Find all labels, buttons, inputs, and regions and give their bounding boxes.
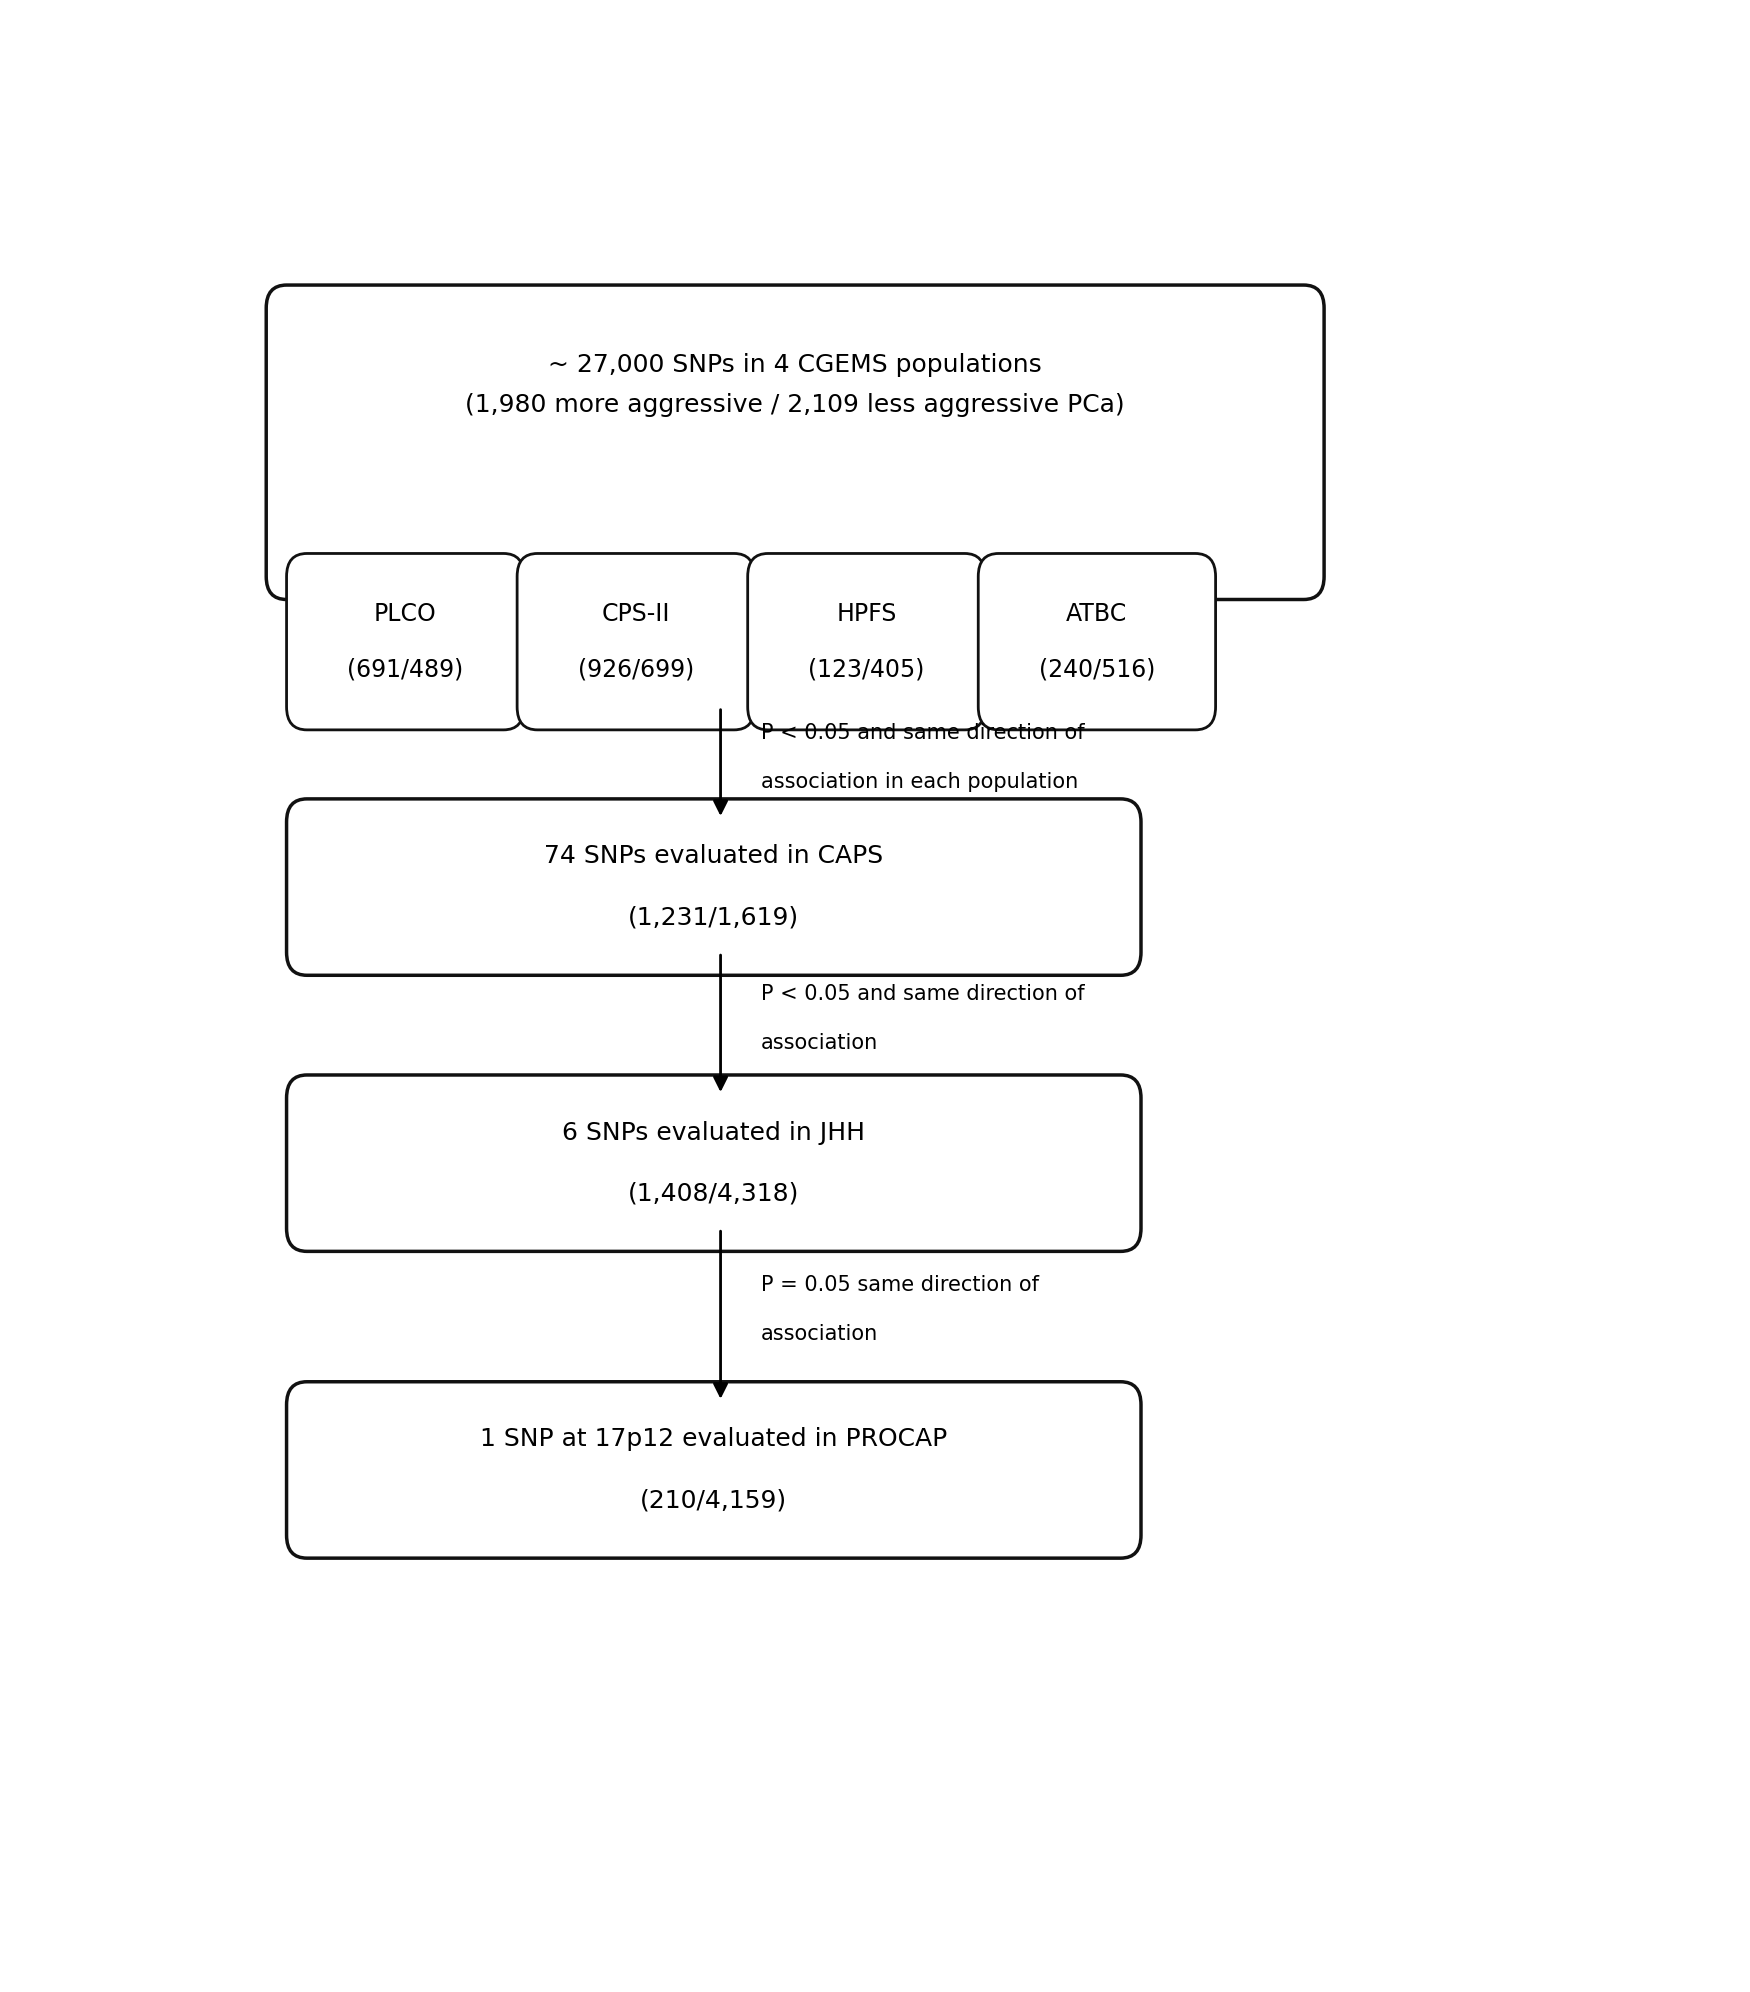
Text: P < 0.05 and same direction of: P < 0.05 and same direction of [761, 723, 1085, 743]
Text: ~ 27,000 SNPs in 4 CGEMS populations: ~ 27,000 SNPs in 4 CGEMS populations [548, 353, 1041, 376]
Text: (240/516): (240/516) [1040, 657, 1155, 681]
Text: 74 SNPs evaluated in CAPS: 74 SNPs evaluated in CAPS [544, 845, 884, 869]
FancyBboxPatch shape [266, 285, 1325, 600]
Text: CPS-II: CPS-II [602, 602, 670, 625]
FancyBboxPatch shape [747, 554, 985, 729]
Text: 1 SNP at 17p12 evaluated in PROCAP: 1 SNP at 17p12 evaluated in PROCAP [480, 1428, 947, 1452]
Text: PLCO: PLCO [374, 602, 436, 625]
Text: HPFS: HPFS [836, 602, 896, 625]
Text: (1,231/1,619): (1,231/1,619) [628, 906, 800, 930]
Text: (1,408/4,318): (1,408/4,318) [628, 1181, 800, 1205]
Text: association: association [761, 1032, 878, 1054]
Text: (691/489): (691/489) [346, 657, 464, 681]
Text: (123/405): (123/405) [808, 657, 924, 681]
FancyBboxPatch shape [287, 799, 1141, 976]
Text: P = 0.05 same direction of: P = 0.05 same direction of [761, 1275, 1040, 1295]
FancyBboxPatch shape [287, 1076, 1141, 1251]
Text: ATBC: ATBC [1066, 602, 1127, 625]
Text: 6 SNPs evaluated in JHH: 6 SNPs evaluated in JHH [562, 1121, 864, 1145]
FancyBboxPatch shape [518, 554, 754, 729]
Text: (210/4,159): (210/4,159) [640, 1488, 788, 1512]
Text: (926/699): (926/699) [578, 657, 695, 681]
Text: association: association [761, 1325, 878, 1345]
Text: (1,980 more aggressive / 2,109 less aggressive PCa): (1,980 more aggressive / 2,109 less aggr… [466, 392, 1125, 416]
FancyBboxPatch shape [287, 554, 523, 729]
FancyBboxPatch shape [287, 1382, 1141, 1558]
Text: P < 0.05 and same direction of: P < 0.05 and same direction of [761, 984, 1085, 1004]
Text: association in each population: association in each population [761, 773, 1078, 793]
FancyBboxPatch shape [978, 554, 1216, 729]
